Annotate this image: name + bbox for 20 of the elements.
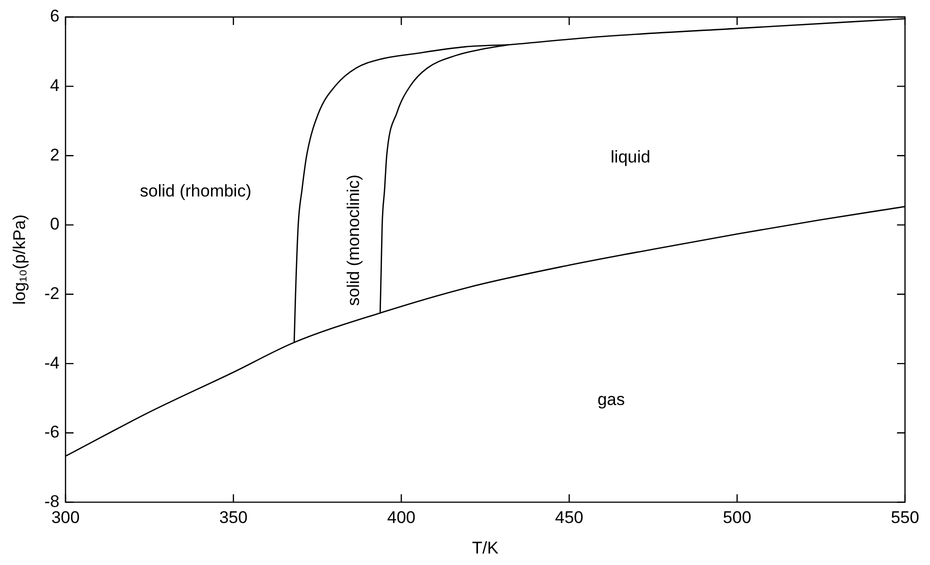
x-tick-label: 500 xyxy=(722,508,752,528)
y-axis-title: log₁₀(p/kPa) xyxy=(10,214,29,305)
y-tick-label: 0 xyxy=(50,214,60,234)
annotation: solid (rhombic) xyxy=(140,181,252,200)
y-tick-label: -2 xyxy=(44,284,60,303)
y-tick-label: 6 xyxy=(50,6,60,26)
x-tick-label: 350 xyxy=(219,508,248,528)
annotation: solid (monoclinic) xyxy=(344,174,363,306)
x-tick-label: 450 xyxy=(555,508,584,528)
annotation: liquid xyxy=(610,147,650,166)
x-axis-title: T/K xyxy=(472,538,500,558)
y-tick-label: -4 xyxy=(44,353,60,372)
y-tick-label: 2 xyxy=(50,145,60,164)
y-tick-label: -8 xyxy=(44,492,60,511)
annotation: gas xyxy=(597,390,625,409)
x-tick-label: 300 xyxy=(51,508,80,528)
y-tick-label: -6 xyxy=(44,422,60,442)
x-tick-label: 400 xyxy=(387,508,416,528)
x-tick-label: 550 xyxy=(890,508,920,528)
y-tick-label: 4 xyxy=(50,76,60,95)
